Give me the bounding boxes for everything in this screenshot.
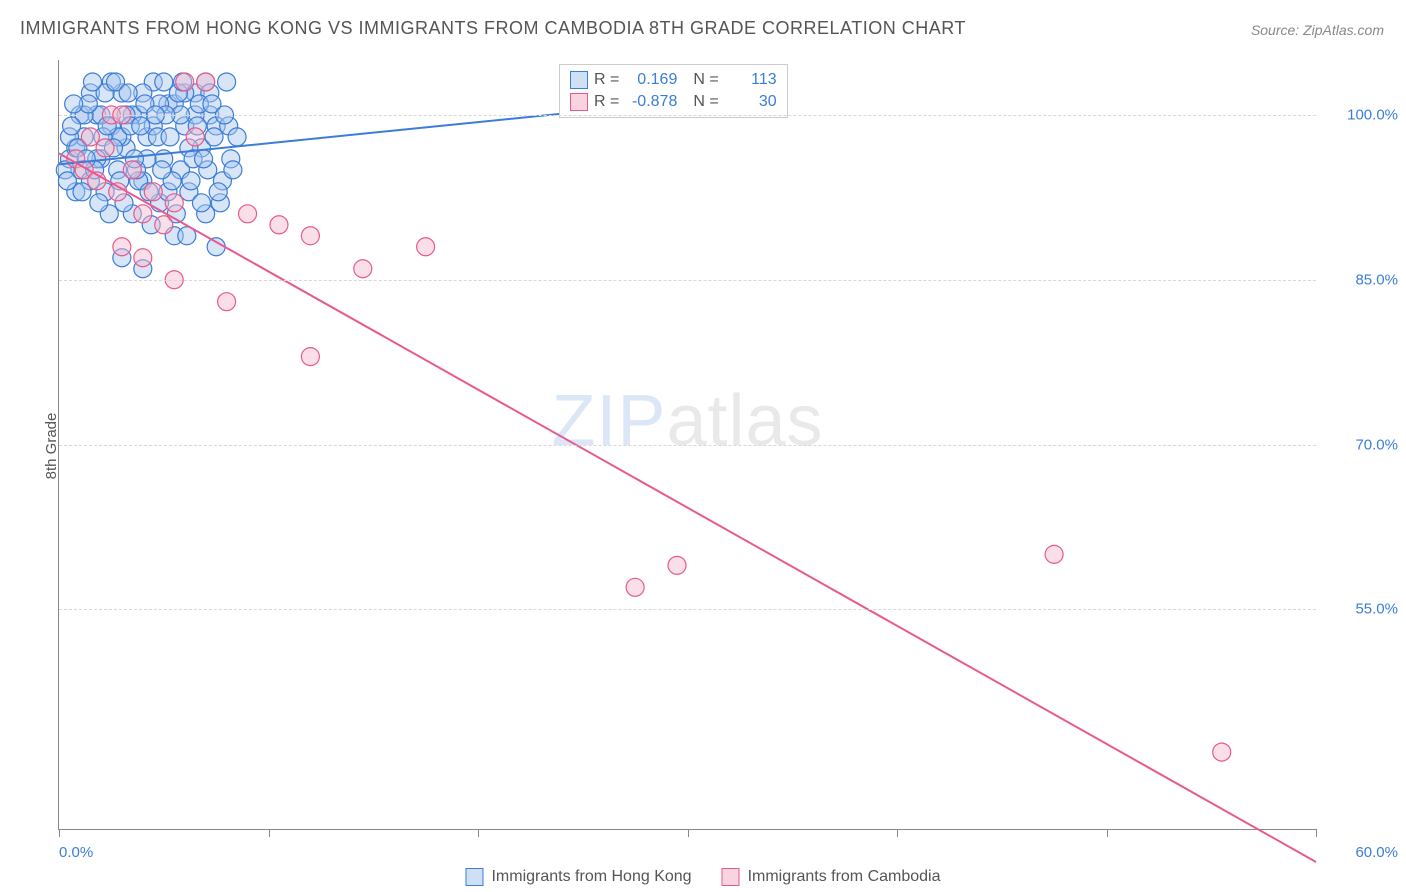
scatter-point	[81, 128, 99, 146]
source-label: Source: ZipAtlas.com	[1251, 22, 1384, 38]
xtick	[478, 829, 479, 837]
legend-n-label: N =	[693, 93, 718, 111]
xtick-label-right: 60.0%	[1355, 844, 1398, 861]
ytick-label: 55.0%	[1326, 601, 1398, 618]
scatter-point	[301, 227, 319, 245]
series-legend: Immigrants from Hong Kong Immigrants from…	[465, 868, 940, 886]
scatter-point	[197, 73, 215, 91]
series-name: Immigrants from Cambodia	[748, 868, 941, 886]
scatter-point	[218, 73, 236, 91]
scatter-point	[165, 194, 183, 212]
scatter-point	[417, 238, 435, 256]
legend-r-value: 0.169	[625, 71, 677, 89]
legend-r-value: -0.878	[625, 93, 677, 111]
gridline	[59, 445, 1316, 446]
scatter-point	[134, 249, 152, 267]
scatter-point	[209, 183, 227, 201]
legend-n-value: 30	[725, 93, 777, 111]
scatter-point	[144, 183, 162, 201]
legend-row: R = -0.878 N = 30	[570, 91, 777, 113]
scatter-point	[155, 216, 173, 234]
legend-swatch	[722, 868, 740, 886]
scatter-point	[134, 205, 152, 223]
scatter-point	[192, 194, 210, 212]
legend-swatch	[465, 868, 483, 886]
legend-r-label: R =	[594, 93, 619, 111]
legend-r-label: R =	[594, 71, 619, 89]
legend-n-value: 113	[725, 71, 777, 89]
ytick-label: 85.0%	[1326, 271, 1398, 288]
scatter-point	[626, 578, 644, 596]
scatter-point	[58, 172, 76, 190]
scatter-point	[207, 238, 225, 256]
scatter-point	[113, 238, 131, 256]
scatter-point	[182, 172, 200, 190]
plot-area: ZIPatlas R =0.169N =113R =-0.878N =30 0.…	[58, 60, 1316, 830]
scatter-point	[224, 161, 242, 179]
xtick	[688, 829, 689, 837]
chart-title: IMMIGRANTS FROM HONG KONG VS IMMIGRANTS …	[20, 18, 966, 39]
scatter-point	[354, 260, 372, 278]
scatter-point	[186, 128, 204, 146]
scatter-point	[84, 73, 102, 91]
gridline	[59, 280, 1316, 281]
correlation-legend: R = 0.169 N = 113 R = -0.878 N = 30	[559, 64, 788, 118]
scatter-point	[228, 128, 246, 146]
scatter-point	[1045, 545, 1063, 563]
series-legend-item: Immigrants from Cambodia	[722, 868, 941, 886]
legend-n-label: N =	[693, 71, 718, 89]
xtick	[1107, 829, 1108, 837]
xtick	[1316, 829, 1317, 837]
scatter-point	[301, 348, 319, 366]
xtick	[897, 829, 898, 837]
scatter-point	[65, 95, 83, 113]
scatter-point	[195, 150, 213, 168]
gridline	[59, 609, 1316, 610]
xtick	[59, 829, 60, 837]
scatter-point	[239, 205, 257, 223]
gridline	[59, 115, 1316, 116]
scatter-point	[668, 556, 686, 574]
scatter-point	[123, 161, 141, 179]
scatter-point	[63, 117, 81, 135]
xtick-label-left: 0.0%	[59, 844, 93, 861]
scatter-point	[176, 73, 194, 91]
scatter-point	[90, 194, 108, 212]
series-name: Immigrants from Hong Kong	[491, 868, 691, 886]
scatter-point	[270, 216, 288, 234]
xtick	[269, 829, 270, 837]
scatter-point	[1213, 743, 1231, 761]
ytick-label: 100.0%	[1326, 106, 1398, 123]
trend-line	[59, 153, 1316, 862]
scatter-point	[153, 161, 171, 179]
ytick-label: 70.0%	[1326, 436, 1398, 453]
scatter-point	[119, 84, 137, 102]
legend-swatch	[570, 71, 588, 89]
scatter-point	[161, 128, 179, 146]
legend-swatch	[570, 93, 588, 111]
legend-row: R = 0.169 N = 113	[570, 69, 777, 91]
scatter-point	[218, 293, 236, 311]
series-legend-item: Immigrants from Hong Kong	[465, 868, 691, 886]
